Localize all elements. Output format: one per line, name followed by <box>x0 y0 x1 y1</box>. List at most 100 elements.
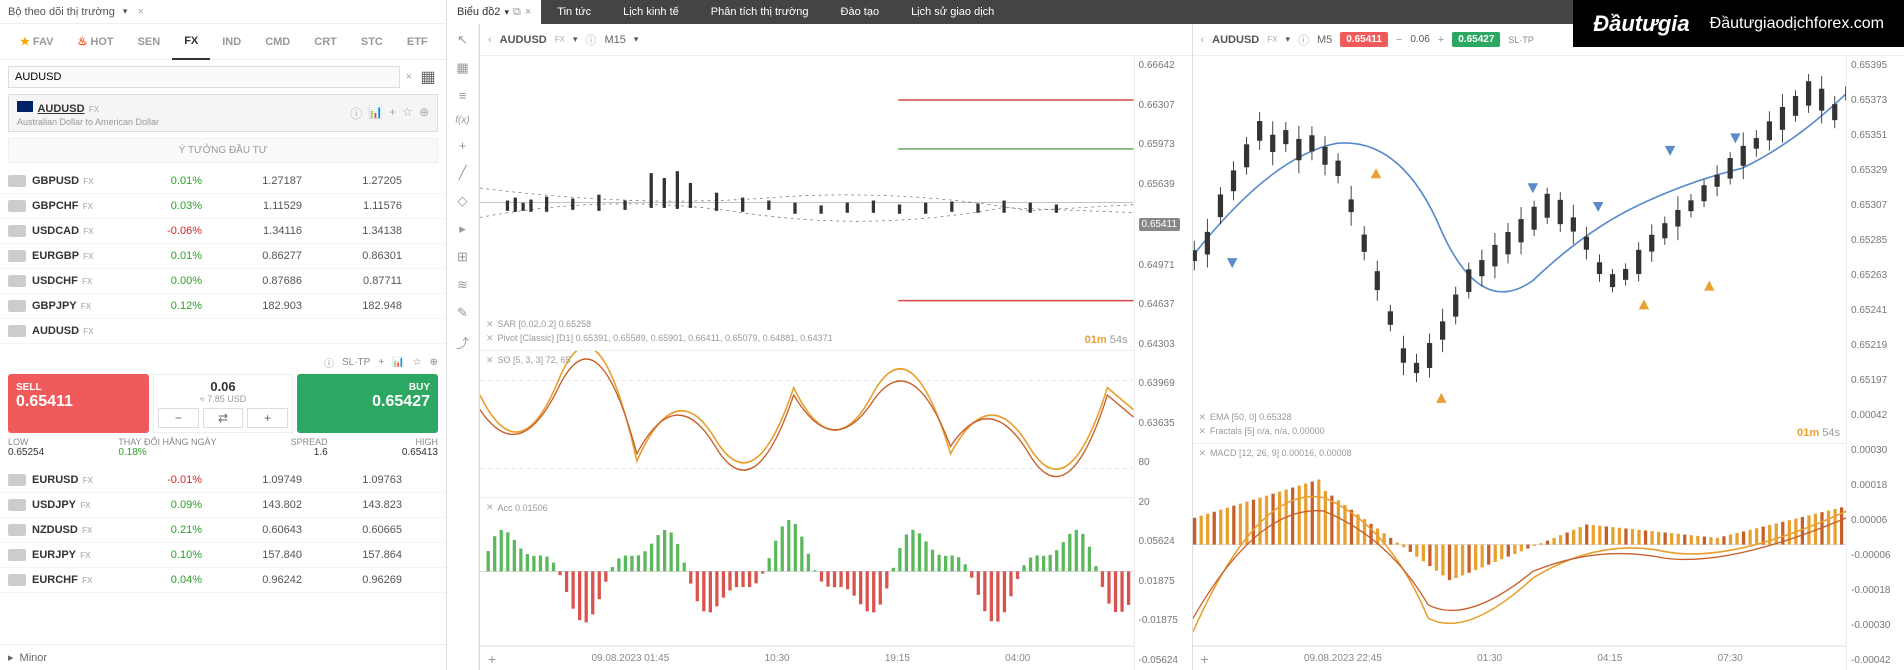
instrument-row[interactable]: EURGBP FX 0.01% 0.86277 0.86301 <box>0 244 446 269</box>
chart2-main[interactable]: ✕EMA [50, 0] 0.65328 ✕Fractals [5] n/a, … <box>1193 56 1847 444</box>
star-icon[interactable]: ☆ <box>413 357 422 368</box>
fx-icon[interactable]: f(x) <box>455 115 469 126</box>
indicators-icon[interactable]: ≡ <box>459 88 467 103</box>
tab:crt[interactable]: CRT <box>302 24 349 60</box>
add-icon[interactable]: + <box>389 105 396 122</box>
investment-idea-button[interactable]: Ý TƯỞNG ĐẦU TƯ <box>8 138 438 163</box>
add-icon[interactable]: + <box>1201 651 1209 667</box>
crosshair-icon[interactable]: + <box>459 138 467 153</box>
info-icon[interactable]: ⓘ <box>586 32 597 48</box>
close-icon[interactable]: ✕ <box>486 333 494 344</box>
plus-icon[interactable]: + <box>1438 34 1444 46</box>
layout-icon[interactable]: ▦ <box>456 60 468 76</box>
chart1-stochastic[interactable]: ✕SO [5, 3, 3] 72, 65 <box>480 351 1134 499</box>
instrument-row[interactable]: GBPCHF FX 0.03% 1.11529 1.11576 <box>0 194 446 219</box>
chevron-down-icon[interactable]: ▾ <box>573 34 578 45</box>
close-icon[interactable]: × <box>137 6 143 18</box>
ask-price: 157.864 <box>302 549 402 561</box>
share-icon[interactable]: ⤴ <box>456 333 469 352</box>
chart-icon[interactable]: 📊 <box>368 105 383 122</box>
more-icon[interactable]: ⊕ <box>419 105 429 122</box>
clear-icon[interactable]: × <box>406 71 412 83</box>
nav-analysis[interactable]: Phân tích thị trường <box>695 6 825 18</box>
layers-icon[interactable]: ≋ <box>457 277 468 293</box>
minus-button[interactable]: − <box>158 408 199 428</box>
tab-ind[interactable]: IND <box>210 24 253 60</box>
instrument-row[interactable]: EURUSD FX -0.01% 1.09749 1.09763 <box>0 468 446 493</box>
sell-price-badge[interactable]: 0.65411 <box>1340 32 1388 47</box>
close-icon[interactable]: ✕ <box>486 319 494 330</box>
instrument-row[interactable]: USDCAD FX -0.06% 1.34116 1.34138 <box>0 219 446 244</box>
chart-tools-sidebar: ↖ ▦ ≡ f(x) + ╱ ◇ ▸ ⊞ ≋ ✎ ⤴ <box>447 24 479 670</box>
close-icon[interactable]: × <box>525 6 531 18</box>
tab-etf[interactable]: ETF <box>395 24 440 60</box>
close-icon[interactable]: ✕ <box>1199 426 1207 437</box>
info-icon[interactable]: ⓘ <box>324 355 334 370</box>
pencil-icon[interactable]: ✎ <box>457 305 468 321</box>
buy-button[interactable]: BUY 0.65427 <box>297 374 438 433</box>
buy-price-badge[interactable]: 0.65427 <box>1452 32 1500 47</box>
info-icon[interactable]: ⓘ <box>350 105 362 122</box>
close-icon[interactable]: ✕ <box>486 502 494 513</box>
fib-icon[interactable]: ⊞ <box>457 249 468 265</box>
plus-icon[interactable]: + <box>378 357 384 368</box>
close-icon[interactable]: ✕ <box>1199 448 1207 459</box>
arrow-left-icon[interactable]: ‹ <box>1201 34 1205 46</box>
instrument-row[interactable]: NZDUSD FX 0.21% 0.60643 0.60665 <box>0 518 446 543</box>
tab-fav[interactable]: ★FAV <box>8 24 65 60</box>
add-icon[interactable]: + <box>488 651 496 667</box>
chart1-main[interactable]: ✕ SAR [0.02,0.2] 0.65258 ✕ Pivot [Classi… <box>480 56 1134 351</box>
chart-icon[interactable]: 📊 <box>392 357 404 368</box>
instrument-row[interactable]: GBPJPY FX 0.12% 182.903 182.948 <box>0 294 446 319</box>
chart1-time-axis: + 09.08.2023 01:45 10:30 19:15 04:00 <box>480 646 1134 670</box>
change-pct: -0.01% <box>112 474 202 486</box>
chart1-accelerator[interactable]: ✕Acc 0.01506 <box>480 498 1134 646</box>
close-icon[interactable]: ✕ <box>486 355 494 366</box>
tab-sen[interactable]: SEN <box>126 24 173 60</box>
info-icon[interactable]: ⓘ <box>1298 32 1309 48</box>
instrument-row[interactable]: EURJPY FX 0.10% 157.840 157.864 <box>0 543 446 568</box>
instrument-row[interactable]: GBPUSD FX 0.01% 1.27187 1.27205 <box>0 169 446 194</box>
right-tool-icon[interactable]: ▸ <box>459 221 466 237</box>
minus-icon[interactable]: − <box>1396 34 1402 46</box>
ask-price: 143.823 <box>302 499 402 511</box>
flag-icon <box>8 250 26 262</box>
tab-fx[interactable]: FX <box>172 24 210 60</box>
expand-icon[interactable]: ⊕ <box>430 357 438 368</box>
nav-calendar[interactable]: Lịch kinh tế <box>607 6 695 18</box>
chart2-macd[interactable]: ✕MACD [12, 26, 9] 0.00016, 0.00008 <box>1193 444 1847 646</box>
chart2-price-axis: 0.653950.653730.653510.653290.653070.652… <box>1846 56 1904 670</box>
trend-line-icon[interactable]: ╱ <box>459 165 467 181</box>
star-icon[interactable]: ☆ <box>402 105 413 122</box>
arrow-left-icon[interactable]: ‹ <box>488 34 492 46</box>
search-input[interactable] <box>8 66 400 88</box>
change-pct: 0.12% <box>112 300 202 312</box>
tab-cmd[interactable]: CMD <box>253 24 302 60</box>
nav-training[interactable]: Đào tạo <box>825 6 896 18</box>
nav-history[interactable]: Lịch sử giao dịch <box>895 6 1010 18</box>
chart-tab[interactable]: Biểu đồ2▾ ⧉ × <box>447 0 541 24</box>
detach-icon[interactable]: ⧉ <box>513 6 521 19</box>
ask-price: 182.948 <box>302 300 402 312</box>
instrument-row[interactable]: EURCHF FX 0.04% 0.96242 0.96269 <box>0 568 446 593</box>
close-icon[interactable]: ✕ <box>1199 412 1207 423</box>
sell-button[interactable]: SELL 0.65411 <box>8 374 149 433</box>
chevron-down-icon[interactable]: ▾ <box>1285 34 1290 45</box>
flag-icon <box>8 275 26 287</box>
shapes-icon[interactable]: ◇ <box>458 193 468 209</box>
symbol-suggestion[interactable]: AUDUSD FX Australian Dollar to American … <box>8 94 438 132</box>
grid-view-icon[interactable]: ▦ <box>418 67 438 87</box>
chevron-down-icon[interactable]: ▾ <box>123 6 128 17</box>
flag-icon <box>8 549 26 561</box>
swap-button[interactable]: ⇄ <box>203 408 244 428</box>
instrument-row[interactable]: AUDUSD FX <box>0 319 446 344</box>
instrument-row[interactable]: USDJPY FX 0.09% 143.802 143.823 <box>0 493 446 518</box>
minor-category[interactable]: ▸ Minor <box>0 644 446 670</box>
tab-stc[interactable]: STC <box>349 24 395 60</box>
plus-button[interactable]: + <box>247 408 288 428</box>
tab-hot[interactable]: ♨HOT <box>65 24 125 60</box>
chevron-down-icon[interactable]: ▾ <box>634 34 639 45</box>
cursor-tool-icon[interactable]: ↖ <box>457 32 468 48</box>
nav-news[interactable]: Tin tức <box>541 6 607 18</box>
instrument-row[interactable]: USDCHF FX 0.00% 0.87686 0.87711 <box>0 269 446 294</box>
